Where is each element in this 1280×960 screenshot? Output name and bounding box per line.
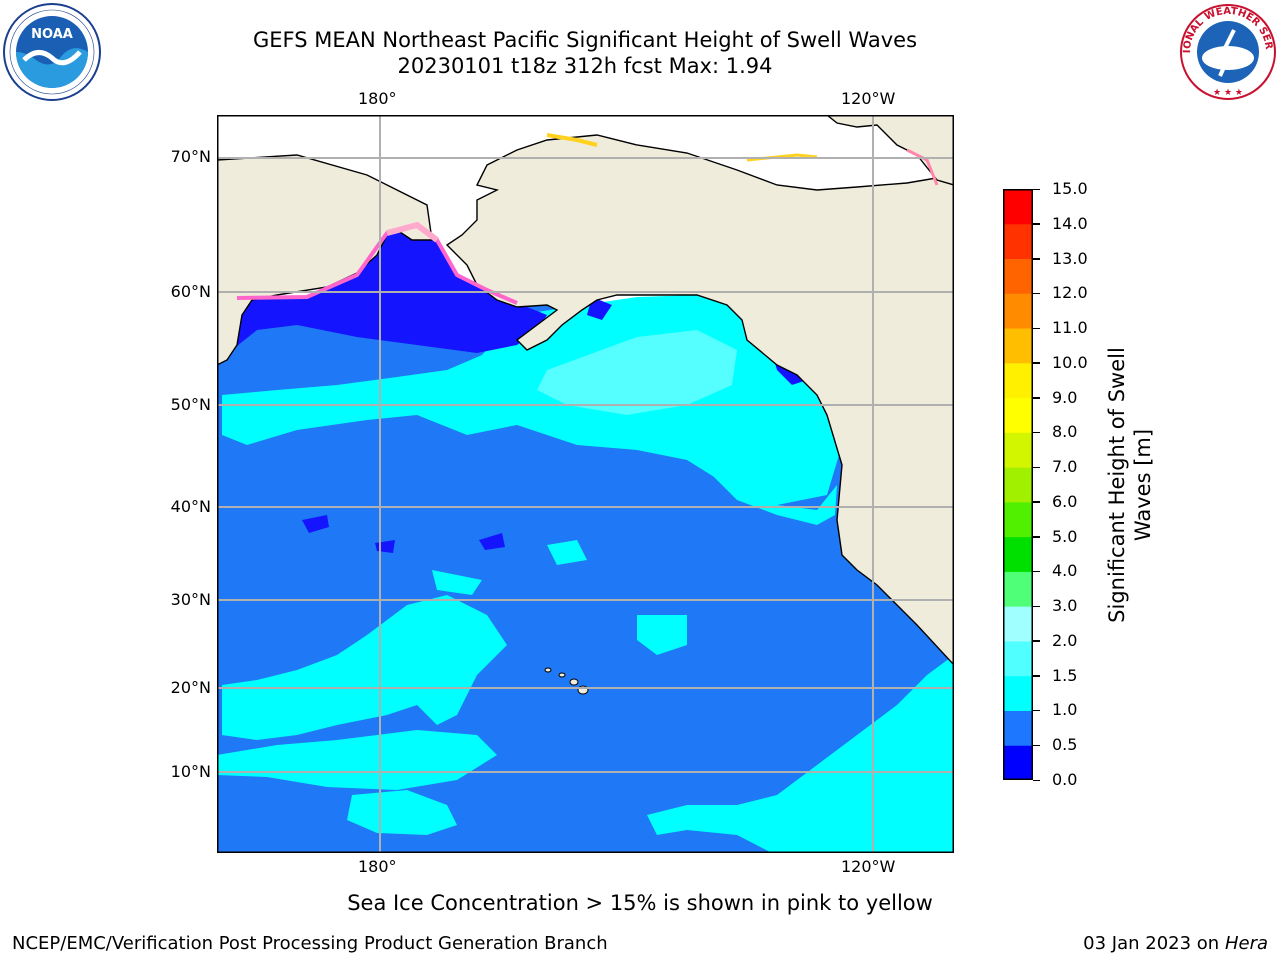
colorbar-swatches	[1003, 189, 1033, 781]
colorbar-swatch	[1003, 571, 1033, 607]
colorbar-swatch	[1003, 223, 1033, 260]
colorbar-tick-label: 4.0	[1052, 561, 1078, 581]
colorbar-tick-label: 14.0	[1052, 213, 1088, 233]
colorbar-tick-label: 8.0	[1052, 422, 1078, 442]
colorbar-tick-mark	[1033, 709, 1040, 712]
lon-label-bottom-180: 180°	[358, 857, 397, 876]
colorbar-tick-mark	[1033, 397, 1040, 399]
lat-label-20n: 20°N	[170, 678, 211, 697]
colorbar-swatch	[1003, 710, 1033, 746]
colorbar-tick-label: 7.0	[1052, 457, 1078, 477]
colorbar-tick-mark	[1033, 327, 1040, 330]
colorbar-tick-mark	[1033, 675, 1040, 677]
colorbar-swatch	[1003, 258, 1033, 294]
colorbar-tick-mark	[1033, 258, 1040, 260]
colorbar-border	[1003, 189, 1033, 780]
colorbar-tick-mark	[1033, 188, 1040, 190]
lon-label-bottom-120w: 120°W	[841, 857, 896, 876]
colorbar-tick-label: 13.0	[1052, 248, 1088, 268]
colorbar-tick-mark	[1033, 466, 1040, 469]
footer-credit: NCEP/EMC/Verification Post Processing Pr…	[12, 933, 608, 954]
colorbar-swatch	[1003, 432, 1033, 468]
lon-label-top-120w: 120°W	[841, 89, 896, 108]
lat-label-60n: 60°N	[170, 282, 211, 301]
colorbar-tick-label: 12.0	[1052, 283, 1088, 303]
chart-subtitle: 20230101 t18z 312h fcst Max: 1.94	[397, 54, 773, 78]
colorbar-tick-label: 0.0	[1052, 770, 1078, 789]
colorbar-swatch	[1003, 362, 1033, 399]
colorbar-tick-label: 5.0	[1052, 526, 1078, 546]
lat-label-70n: 70°N	[170, 147, 211, 166]
colorbar-swatch	[1003, 189, 1033, 225]
footer-date-text: 03 Jan 2023 on	[1083, 933, 1225, 954]
colorbar-tick-label: 1.5	[1052, 665, 1078, 685]
graticule	[217, 115, 954, 853]
colorbar-tick-mark	[1033, 223, 1040, 225]
colorbar-tick-mark	[1033, 362, 1040, 364]
colorbar-tick-mark	[1033, 779, 1040, 781]
svg-text:NOAA: NOAA	[31, 27, 73, 42]
chart-title: GEFS MEAN Northeast Pacific Significant …	[252, 28, 918, 52]
colorbar-swatch	[1003, 606, 1033, 642]
colorbar-swatch	[1003, 640, 1033, 677]
siberia	[216, 154, 433, 367]
colorbar-tick-label: 3.0	[1052, 596, 1078, 616]
alaska-north-america	[445, 134, 955, 667]
colorbar-tick-label: 15.0	[1052, 179, 1088, 198]
footer-date: 03 Jan 2023 on Hera	[1083, 933, 1268, 954]
colorbar-tick-mark	[1033, 292, 1040, 295]
colorbar-swatch	[1003, 397, 1033, 433]
colorbar-swatch	[1003, 501, 1033, 538]
colorbar-tick-label: 1.0	[1052, 700, 1078, 720]
colorbar-tick-mark	[1033, 501, 1040, 503]
colorbar-tick-mark	[1033, 640, 1040, 642]
colorbar-tick-mark	[1033, 431, 1040, 434]
colorbar-tick-label: 9.0	[1052, 387, 1078, 407]
lat-label-50n: 50°N	[170, 395, 211, 414]
colorbar-tick-label: 2.0	[1052, 630, 1078, 650]
colorbar-title-line1: Significant Height of Swell	[1105, 347, 1129, 623]
colorbar-tick-label: 10.0	[1052, 352, 1088, 372]
sea-ice-note: Sea Ice Concentration > 15% is shown in …	[347, 891, 933, 915]
colorbar-swatch	[1003, 293, 1033, 329]
lon-label-top-180: 180°	[358, 89, 397, 108]
land-masses	[216, 114, 955, 667]
colorbar-tick-label: 6.0	[1052, 491, 1078, 511]
lat-label-30n: 30°N	[170, 590, 211, 609]
colorbar-tick-label: 0.5	[1052, 735, 1078, 755]
colorbar-swatch	[1003, 675, 1033, 711]
swell-1-5-to-2-0-regions	[537, 330, 737, 415]
colorbar	[1003, 189, 1033, 781]
noaa-logo-icon: NOAA	[2, 2, 102, 106]
colorbar-title: Significant Height of Swell Waves [m]	[1104, 285, 1156, 685]
colorbar-swatch	[1003, 467, 1033, 503]
nws-logo-icon: NATIONAL WEATHER SERVICE ★ ★ ★	[1174, 0, 1278, 106]
lat-label-40n: 40°N	[170, 497, 211, 516]
svg-text:★ ★ ★: ★ ★ ★	[1213, 88, 1243, 98]
colorbar-swatch	[1003, 536, 1033, 572]
colorbar-tick-mark	[1033, 570, 1040, 573]
colorbar-tick-mark	[1033, 605, 1040, 608]
colorbar-tick-mark	[1033, 744, 1040, 747]
colorbar-title-line2: Waves [m]	[1131, 428, 1155, 542]
colorbar-swatch	[1003, 745, 1033, 781]
colorbar-tick-mark	[1033, 536, 1040, 538]
colorbar-swatch	[1003, 328, 1033, 364]
lat-label-10n: 10°N	[170, 762, 211, 781]
footer-host: Hera	[1224, 933, 1268, 954]
colorbar-tick-label: 11.0	[1052, 318, 1088, 338]
map-panel	[216, 114, 955, 853]
